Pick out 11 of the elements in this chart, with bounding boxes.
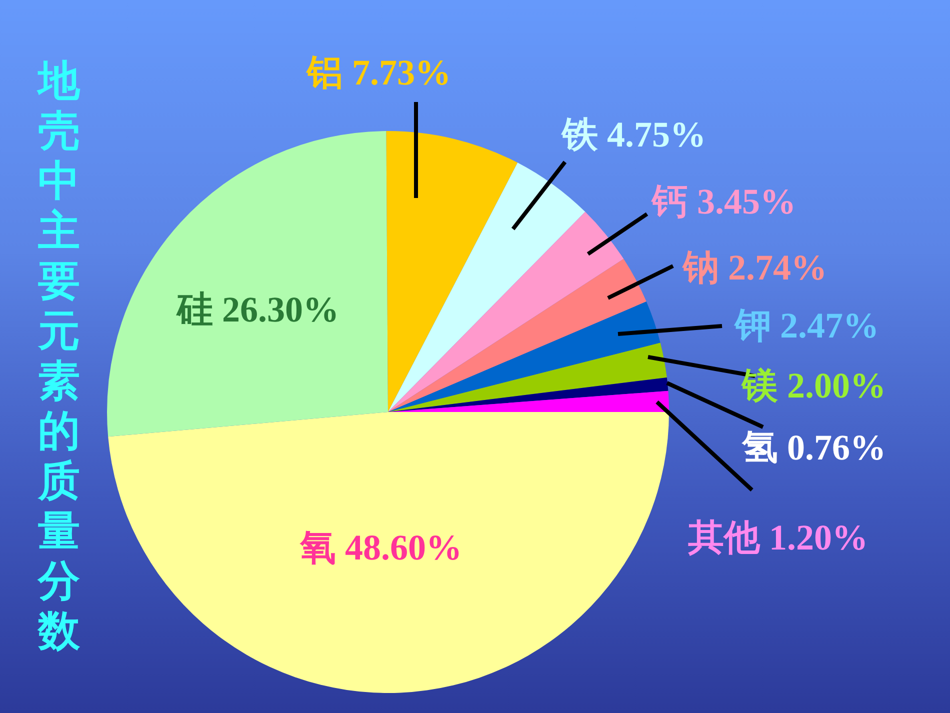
slice-label: 钾 2.47% [733,305,879,346]
slice-label: 氧 48.60% [299,527,462,568]
slice-label: 其他 1.20% [687,517,868,558]
slice-label: 铝 7.73% [305,52,451,92]
slice-label: 硅 26.30% [175,289,339,330]
slice-label: 氢 0.76% [741,427,886,468]
chart-title: 地壳中主要元素的质量分数 [38,56,80,655]
slice-label: 钙 3.45% [650,181,796,222]
slice-label: 铁 4.75% [560,114,706,154]
slice-label: 钠 2.74% [681,247,827,288]
slice-label: 镁 2.00% [740,365,886,406]
